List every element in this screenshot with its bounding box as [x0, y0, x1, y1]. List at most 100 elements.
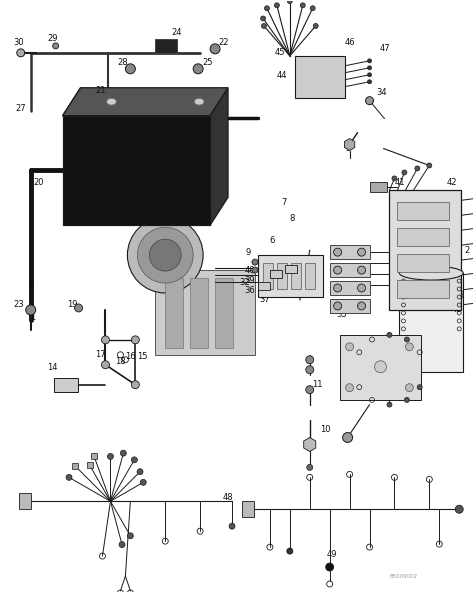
Text: 16: 16: [125, 352, 136, 361]
Ellipse shape: [400, 266, 463, 280]
Circle shape: [128, 533, 133, 539]
Text: 40: 40: [245, 266, 255, 275]
Circle shape: [415, 166, 420, 171]
Circle shape: [119, 541, 125, 547]
Bar: [270, 270, 282, 278]
Circle shape: [365, 97, 374, 105]
Bar: [370, 183, 387, 192]
Circle shape: [137, 227, 193, 283]
Text: 44: 44: [277, 71, 287, 80]
Text: 41: 41: [394, 178, 405, 187]
Circle shape: [287, 548, 293, 554]
Circle shape: [334, 248, 342, 256]
Circle shape: [26, 305, 36, 315]
Circle shape: [274, 3, 279, 8]
Bar: [397, 228, 449, 246]
Bar: [390, 190, 461, 310]
Circle shape: [455, 505, 463, 513]
Text: 11: 11: [312, 380, 323, 389]
Text: 47: 47: [379, 44, 390, 53]
Bar: [155, 270, 255, 355]
Circle shape: [307, 464, 313, 470]
Text: 20: 20: [34, 178, 44, 187]
Text: 32: 32: [240, 278, 250, 286]
Circle shape: [357, 302, 365, 310]
Text: 12: 12: [287, 256, 297, 264]
Text: 42: 42: [447, 178, 457, 187]
Text: 46: 46: [344, 39, 355, 47]
Text: 48: 48: [223, 493, 233, 502]
Circle shape: [300, 3, 305, 8]
Polygon shape: [304, 438, 316, 451]
Text: 38: 38: [449, 270, 460, 279]
Text: 15: 15: [137, 352, 147, 361]
Text: 31: 31: [446, 294, 456, 302]
Bar: [330, 245, 370, 259]
Text: 26: 26: [107, 213, 118, 223]
Bar: [330, 281, 370, 295]
Circle shape: [137, 468, 143, 474]
Circle shape: [367, 59, 372, 63]
Text: 9: 9: [246, 248, 251, 257]
Circle shape: [193, 64, 203, 74]
Text: 4: 4: [347, 435, 352, 444]
Polygon shape: [345, 139, 355, 151]
Circle shape: [313, 24, 318, 28]
Text: 27: 27: [16, 104, 26, 113]
Circle shape: [346, 343, 354, 351]
Circle shape: [261, 16, 265, 21]
Bar: [291, 263, 301, 289]
Circle shape: [427, 163, 432, 168]
Text: 5: 5: [458, 291, 464, 299]
Circle shape: [417, 385, 422, 390]
Bar: [285, 265, 297, 273]
Text: 45: 45: [274, 49, 285, 58]
Bar: [277, 263, 287, 289]
Circle shape: [394, 250, 399, 254]
Text: 7: 7: [281, 198, 286, 207]
Bar: [305, 263, 315, 289]
Circle shape: [306, 356, 314, 364]
Polygon shape: [210, 88, 228, 225]
Bar: [263, 263, 273, 289]
Circle shape: [210, 44, 220, 54]
Circle shape: [405, 343, 413, 351]
Circle shape: [140, 479, 146, 485]
Polygon shape: [63, 88, 228, 116]
Text: 35: 35: [337, 310, 347, 320]
Circle shape: [334, 266, 342, 274]
Circle shape: [357, 284, 365, 292]
Text: 8: 8: [289, 213, 294, 223]
Circle shape: [252, 259, 258, 265]
Circle shape: [403, 259, 411, 267]
Circle shape: [101, 336, 109, 344]
Bar: [72, 463, 78, 469]
Circle shape: [108, 454, 113, 460]
Circle shape: [306, 366, 314, 374]
Circle shape: [74, 304, 82, 312]
Circle shape: [252, 267, 258, 273]
Circle shape: [326, 563, 334, 571]
Text: 22: 22: [219, 39, 229, 47]
Circle shape: [405, 384, 413, 391]
Circle shape: [66, 474, 72, 480]
Circle shape: [394, 261, 399, 266]
Circle shape: [128, 217, 203, 293]
Circle shape: [402, 170, 407, 175]
Circle shape: [53, 43, 59, 49]
Text: 29: 29: [47, 34, 58, 43]
Text: 17: 17: [95, 350, 106, 359]
Text: 23: 23: [13, 301, 24, 310]
Bar: [400, 273, 463, 372]
Text: 37: 37: [260, 295, 270, 304]
Bar: [340, 335, 421, 400]
Text: 18: 18: [115, 357, 126, 366]
Circle shape: [367, 73, 372, 76]
Circle shape: [403, 285, 411, 293]
Circle shape: [262, 24, 266, 28]
Circle shape: [343, 432, 353, 442]
Bar: [87, 462, 92, 468]
Text: 43: 43: [452, 305, 463, 314]
Text: 28: 28: [117, 58, 128, 68]
Text: 1: 1: [30, 314, 36, 323]
